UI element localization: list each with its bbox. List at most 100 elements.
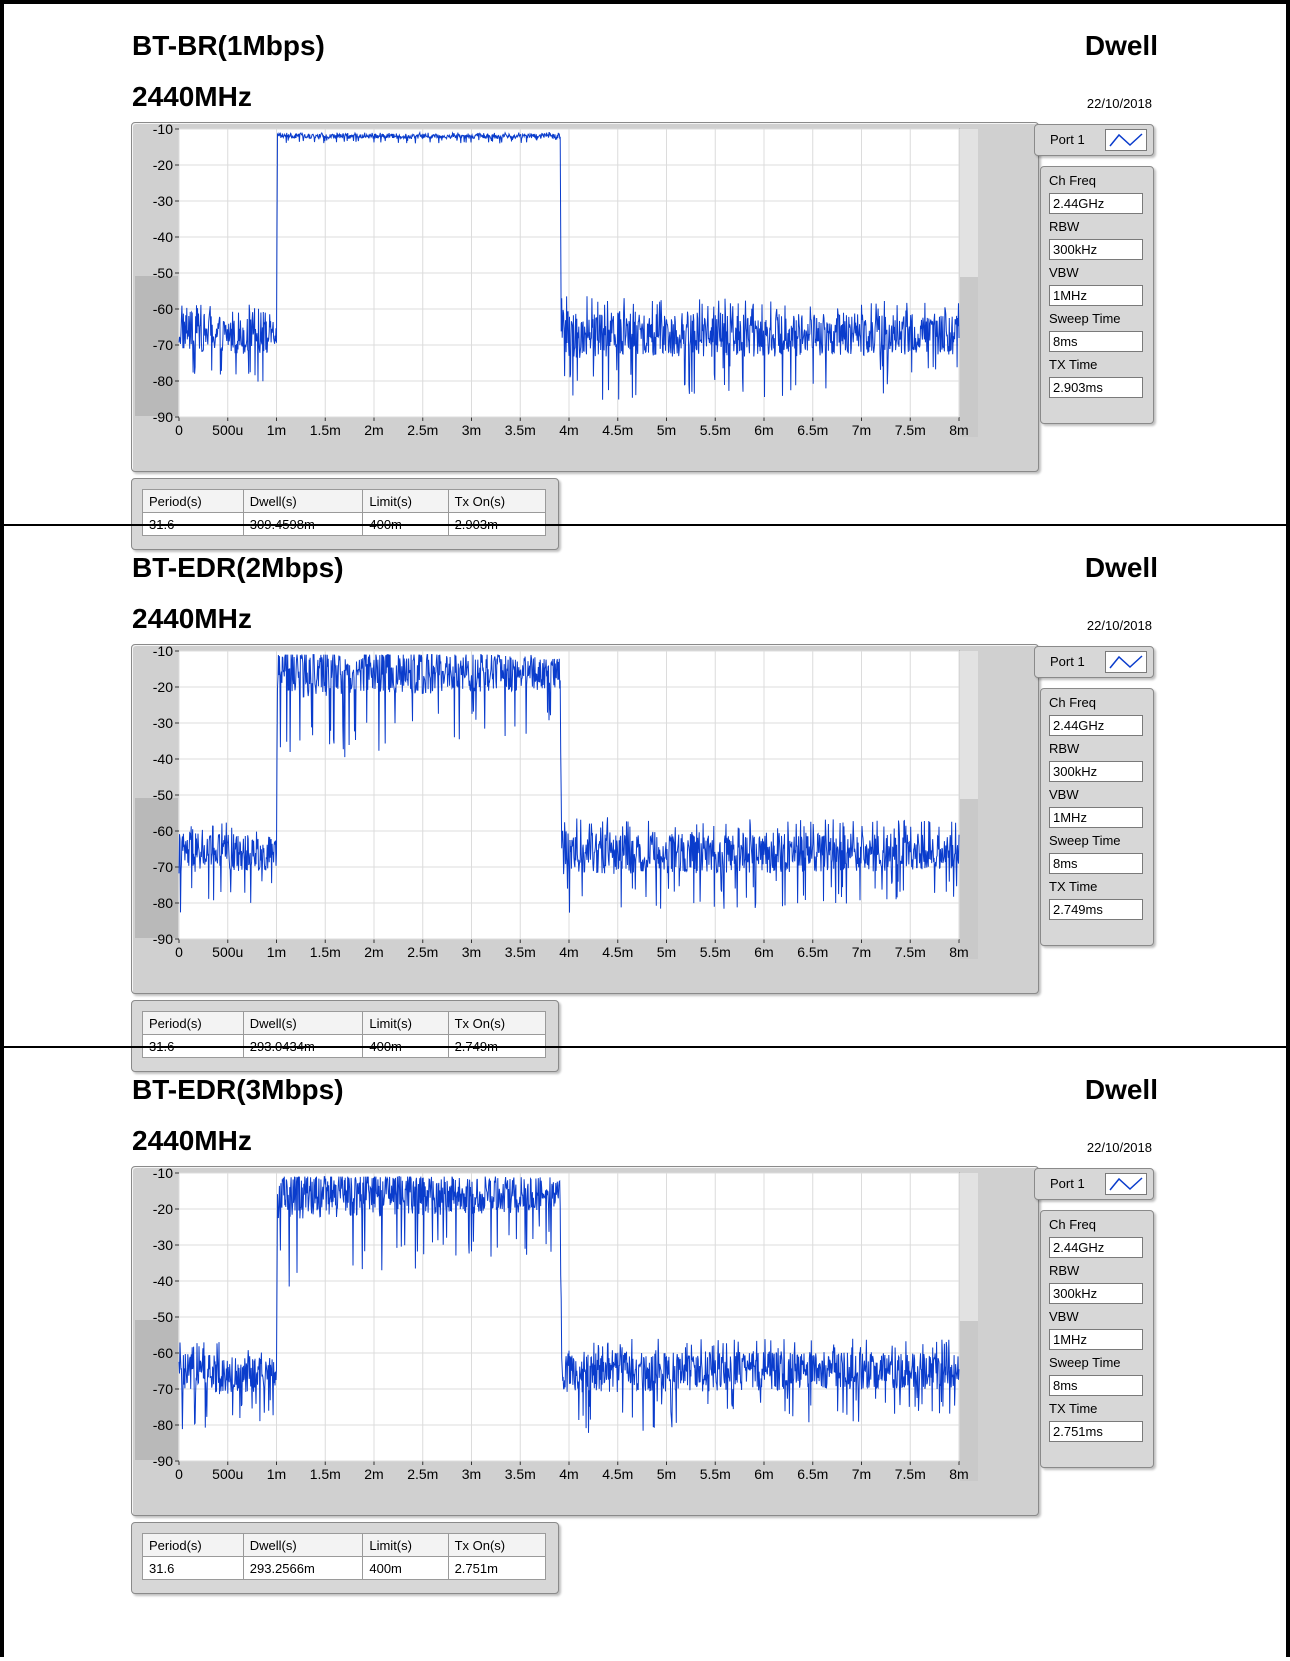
sweep-time-field[interactable]: 8ms xyxy=(1049,1375,1143,1396)
x-tick-label: 8m xyxy=(949,422,968,438)
channel-frequency-title: 2440MHz xyxy=(132,603,252,634)
tx-on-header: Tx On(s) xyxy=(447,1533,547,1557)
dwell-time-chart: 0 500u 1m 1.5m 2m 2.5m 3m 3.5m 4m 4.5m 5m 5.5m 6m 6.5… xyxy=(135,1167,978,1482)
ch-freq-field[interactable]: 2.44GHz xyxy=(1049,193,1143,214)
dwell-header: Dwell(s) xyxy=(242,1533,364,1557)
x-tick-label: 6.5m xyxy=(797,422,828,438)
x-tick-label: 3.5m xyxy=(505,1466,536,1482)
x-tick-label: 1m xyxy=(267,1466,286,1482)
ch-freq-label: Ch Freq xyxy=(1049,1217,1096,1232)
x-tick-label: 1m xyxy=(267,422,286,438)
rbw-field[interactable]: 300kHz xyxy=(1049,1283,1143,1304)
y-tick-label: -40 xyxy=(153,1273,173,1289)
limit-value: 400m xyxy=(362,1556,449,1580)
x-tick-label: 5.5m xyxy=(700,1466,731,1482)
y-tick-label: -90 xyxy=(153,931,173,947)
x-tick-label: 6.5m xyxy=(797,944,828,960)
measurement-type-label: Dwell xyxy=(1084,552,1158,583)
x-tick-label: 7m xyxy=(852,944,871,960)
vbw-field[interactable]: 1MHz xyxy=(1049,807,1143,828)
x-tick-label: 2m xyxy=(364,1466,383,1482)
period-header: Period(s) xyxy=(142,1011,244,1035)
x-tick-label: 500u xyxy=(212,422,243,438)
tx-time-label: TX Time xyxy=(1049,1401,1098,1416)
test-mode-title: BT-EDR(3Mbps) xyxy=(132,1074,344,1105)
measurement-panel: BT-EDR(3Mbps) Dwell 2440MHz 22/10/2018 0… xyxy=(4,1046,1286,1661)
port-selector[interactable]: Port 1 xyxy=(1034,646,1154,678)
y-tick-label: -80 xyxy=(153,373,173,389)
y-tick-label: -50 xyxy=(153,1309,173,1325)
x-tick-label: 2m xyxy=(364,944,383,960)
x-tick-label: 5.5m xyxy=(700,422,731,438)
vbw-field[interactable]: 1MHz xyxy=(1049,285,1143,306)
y-tick-label: -50 xyxy=(153,787,173,803)
x-tick-label: 3.5m xyxy=(505,944,536,960)
x-tick-label: 8m xyxy=(949,1466,968,1482)
settings-panel: Ch Freq 2.44GHz RBW 300kHz VBW 1MHz Swee… xyxy=(1040,1210,1154,1468)
y-tick-label: -40 xyxy=(153,751,173,767)
vbw-field[interactable]: 1MHz xyxy=(1049,1329,1143,1350)
x-tick-label: 2m xyxy=(364,422,383,438)
dwell-time-chart: 0 500u 1m 1.5m 2m 2.5m 3m 3.5m 4m 4.5m 5m 5.5m 6m 6.5… xyxy=(135,123,978,438)
port-label: Port 1 xyxy=(1050,1176,1085,1191)
dwell-time-chart: 0 500u 1m 1.5m 2m 2.5m 3m 3.5m 4m 4.5m 5m 5.5m 6m 6.5… xyxy=(135,645,978,960)
dwell-value: 293.2566m xyxy=(242,1556,364,1580)
measurement-panel: BT-EDR(2Mbps) Dwell 2440MHz 22/10/2018 0… xyxy=(4,524,1286,1072)
y-axis-band xyxy=(135,1320,178,1460)
vbw-label: VBW xyxy=(1049,1309,1079,1324)
x-tick-label: 6m xyxy=(754,422,773,438)
test-mode-title: BT-EDR(2Mbps) xyxy=(132,552,344,583)
y-tick-label: -20 xyxy=(153,1201,173,1217)
dwell-header: Dwell(s) xyxy=(242,489,364,513)
x-tick-label: 5m xyxy=(657,944,676,960)
tx-time-field[interactable]: 2.751ms xyxy=(1049,1421,1143,1442)
x-tick-label: 4m xyxy=(559,944,578,960)
dwell-header: Dwell(s) xyxy=(242,1011,364,1035)
trace-legend-icon xyxy=(1105,1173,1147,1195)
tx-time-field[interactable]: 2.903ms xyxy=(1049,377,1143,398)
y-tick-label: -80 xyxy=(153,895,173,911)
chart-frame: 0 500u 1m 1.5m 2m 2.5m 3m 3.5m 4m 4.5m 5m 5.5m 6m 6.5… xyxy=(131,122,1039,472)
tx-time-label: TX Time xyxy=(1049,879,1098,894)
y-tick-label: -90 xyxy=(153,1453,173,1469)
x-tick-label: 4m xyxy=(559,1466,578,1482)
x-tick-label: 2.5m xyxy=(407,422,438,438)
x-tick-label: 3m xyxy=(462,944,481,960)
y-axis-band xyxy=(135,798,178,938)
sweep-time-field[interactable]: 8ms xyxy=(1049,331,1143,352)
measurement-panel: BT-BR(1Mbps) Dwell 2440MHz 22/10/2018 0 5… xyxy=(4,4,1286,550)
tx-time-field[interactable]: 2.749ms xyxy=(1049,899,1143,920)
table-row: 31.6 293.2566m 400m 2.751m xyxy=(142,1556,547,1580)
x-tick-label: 0 xyxy=(175,944,183,960)
port-label: Port 1 xyxy=(1050,654,1085,669)
rbw-field[interactable]: 300kHz xyxy=(1049,761,1143,782)
ch-freq-field[interactable]: 2.44GHz xyxy=(1049,715,1143,736)
sweep-time-field[interactable]: 8ms xyxy=(1049,853,1143,874)
x-tick-label: 0 xyxy=(175,422,183,438)
channel-frequency-title: 2440MHz xyxy=(132,1125,252,1156)
x-tick-label: 7.5m xyxy=(895,944,926,960)
test-mode-title: BT-BR(1Mbps) xyxy=(132,30,325,61)
test-date: 22/10/2018 xyxy=(1086,1140,1152,1155)
port-selector[interactable]: Port 1 xyxy=(1034,124,1154,156)
x-tick-label: 8m xyxy=(949,944,968,960)
measurement-type-label: Dwell xyxy=(1084,30,1158,61)
port-selector[interactable]: Port 1 xyxy=(1034,1168,1154,1200)
measurement-type-label: Dwell xyxy=(1084,1074,1158,1105)
y-tick-label: -40 xyxy=(153,229,173,245)
x-tick-label: 4m xyxy=(559,422,578,438)
x-tick-label: 4.5m xyxy=(602,422,633,438)
rbw-field[interactable]: 300kHz xyxy=(1049,239,1143,260)
x-tick-label: 1m xyxy=(267,944,286,960)
x-tick-label: 0 xyxy=(175,1466,183,1482)
rbw-label: RBW xyxy=(1049,219,1080,234)
ch-freq-field[interactable]: 2.44GHz xyxy=(1049,1237,1143,1258)
y-tick-label: -80 xyxy=(153,1417,173,1433)
period-value: 31.6 xyxy=(142,1556,244,1580)
trace-legend-icon xyxy=(1105,651,1147,673)
x-tick-label: 7m xyxy=(852,422,871,438)
y-tick-label: -60 xyxy=(153,823,173,839)
port-label: Port 1 xyxy=(1050,132,1085,147)
y-tick-label: -30 xyxy=(153,193,173,209)
